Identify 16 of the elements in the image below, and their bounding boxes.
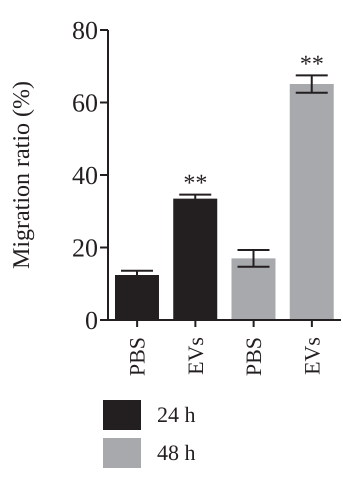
x-tick-label: EVs xyxy=(182,337,208,375)
y-tick-label: 60 xyxy=(72,88,98,118)
y-tick-label: 40 xyxy=(72,161,98,190)
y-axis-title: Migration ratio (%) xyxy=(9,81,35,269)
x-tick-label: PBS xyxy=(241,337,266,376)
legend-label: 24 h xyxy=(157,402,196,428)
legend-label: 48 h xyxy=(157,440,196,466)
x-tick-label: EVs xyxy=(299,337,324,375)
y-tick-label: 0 xyxy=(85,306,98,336)
y-tick-label: 20 xyxy=(72,234,98,263)
annotation: ** xyxy=(183,170,208,197)
bar xyxy=(231,258,276,320)
y-tick-label: 80 xyxy=(72,16,98,46)
annotation: ** xyxy=(300,51,324,78)
bar xyxy=(290,84,334,320)
x-tick-label: PBS xyxy=(124,337,150,376)
